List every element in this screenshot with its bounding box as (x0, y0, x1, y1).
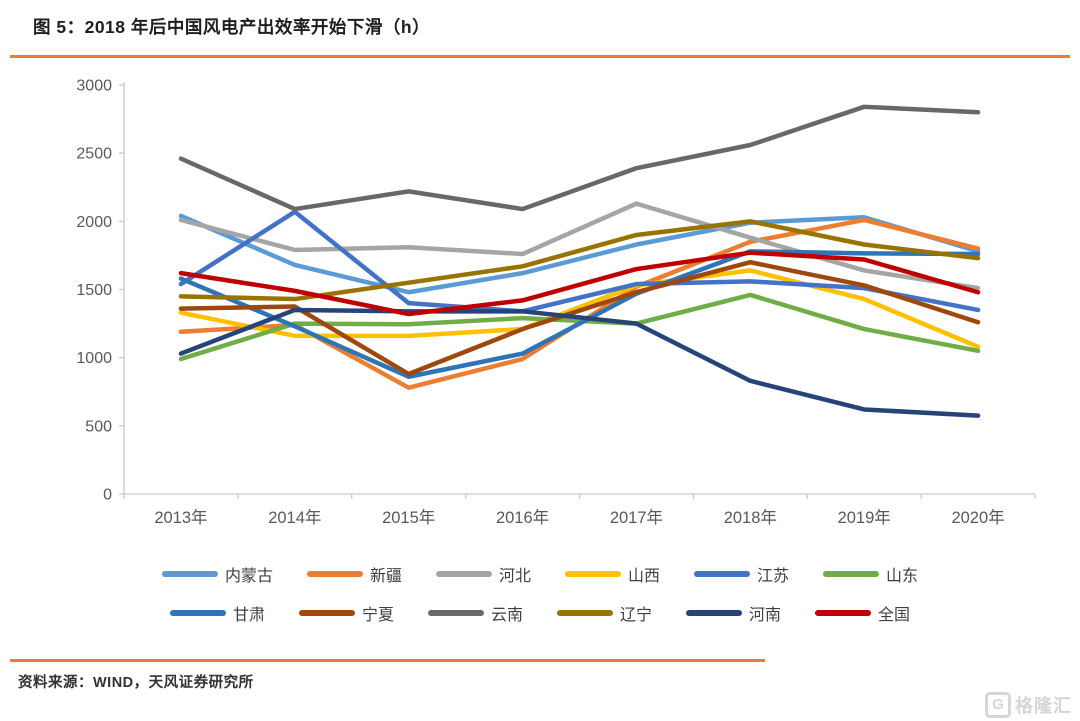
legend-label: 辽宁 (620, 607, 653, 624)
legend-row-2: 甘肃 宁夏 云南 辽宁 河南 全国 (169, 601, 910, 625)
legend-item: 河北 (435, 562, 531, 586)
gelonghui-watermark: G 格隆汇 (985, 692, 1072, 718)
y-axis-tick-label: 0 (103, 487, 112, 504)
footer-accent-rule (10, 659, 765, 662)
legend-item: 云南 (427, 601, 523, 625)
gelonghui-logo-text: 格隆汇 (1015, 696, 1072, 716)
legend-label: 山东 (886, 568, 919, 585)
series-line (178, 201, 981, 291)
legend-label: 全国 (878, 607, 911, 624)
x-axis-tick-label: 2016年 (496, 508, 549, 527)
y-axis-tick-label: 1000 (76, 350, 112, 367)
y-axis-tick-label: 1500 (76, 282, 112, 299)
legend-item: 甘肃 (169, 601, 265, 625)
legend-item: 山东 (823, 562, 918, 586)
legend-label: 甘肃 (232, 607, 265, 624)
legend-label: 河南 (749, 607, 782, 624)
legend-label: 江苏 (757, 568, 790, 585)
legend-item: 全国 (815, 601, 910, 625)
chart-legend: 内蒙古 新疆 河北 山西 江苏 山东 甘肃 宁夏 云南 辽宁 河南 全国 (0, 562, 1080, 625)
series-line (178, 292, 981, 362)
series-line (178, 249, 981, 380)
legend-swatch-icon (306, 571, 363, 577)
x-axis-tick-label: 2014年 (268, 508, 321, 527)
legend-label: 云南 (490, 607, 523, 624)
series-line (178, 259, 981, 377)
legend-swatch-icon (823, 571, 880, 577)
legend-item: 山西 (565, 562, 660, 586)
series-line (178, 213, 981, 295)
gelonghui-logo-icon: G (985, 692, 1011, 718)
legend-item: 宁夏 (298, 601, 394, 625)
legend-row-1: 内蒙古 新疆 河北 山西 江苏 山东 (161, 562, 918, 586)
line-chart: 0 500 1000 1500 2000 2500 3000 2013年 2014年 2015年 2… (76, 78, 1036, 527)
legend-swatch-icon (169, 610, 226, 616)
legend-swatch-icon (298, 610, 355, 616)
legend-label: 宁夏 (361, 607, 394, 624)
legend-swatch-icon (435, 571, 492, 577)
y-axis-tick-label: 2000 (76, 214, 112, 231)
series-line (178, 307, 981, 418)
x-axis-tick-label: 2020年 (951, 508, 1004, 527)
legend-label: 山西 (628, 568, 661, 585)
x-axis-tick-label: 2013年 (154, 508, 207, 527)
x-axis-tick-label: 2019年 (838, 508, 891, 527)
legend-label: 河北 (498, 568, 531, 585)
series-line (178, 209, 981, 314)
y-axis-tick-label: 500 (85, 418, 112, 435)
legend-item: 辽宁 (557, 601, 652, 625)
legend-swatch-icon (557, 610, 613, 616)
legend-swatch-icon (565, 571, 621, 577)
x-axis-tick-label: 2018年 (724, 508, 777, 527)
data-source-note: 资料来源：WIND，天风证券研究所 (18, 675, 254, 691)
x-axis-tick-label: 2015年 (382, 508, 435, 527)
legend-swatch-icon (694, 571, 751, 577)
series-line (178, 104, 981, 212)
y-axis-tick-label: 3000 (76, 78, 112, 95)
legend-swatch-icon (815, 610, 872, 616)
figure-title: 图 5：2018 年后中国风电产出效率开始下滑（h） (33, 17, 431, 37)
legend-swatch-icon (161, 571, 218, 577)
legend-label: 新疆 (369, 568, 402, 585)
series-line (178, 250, 981, 317)
legend-item: 内蒙古 (161, 562, 273, 586)
legend-item: 江苏 (694, 562, 789, 586)
legend-item: 河南 (686, 601, 781, 625)
x-axis-tick-label: 2017年 (610, 508, 663, 527)
y-axis-tick-label: 2500 (76, 146, 112, 163)
legend-item: 新疆 (306, 562, 402, 586)
legend-swatch-icon (686, 610, 743, 616)
legend-label: 内蒙古 (224, 568, 273, 585)
legend-swatch-icon (427, 610, 484, 616)
title-accent-rule (10, 55, 1070, 58)
